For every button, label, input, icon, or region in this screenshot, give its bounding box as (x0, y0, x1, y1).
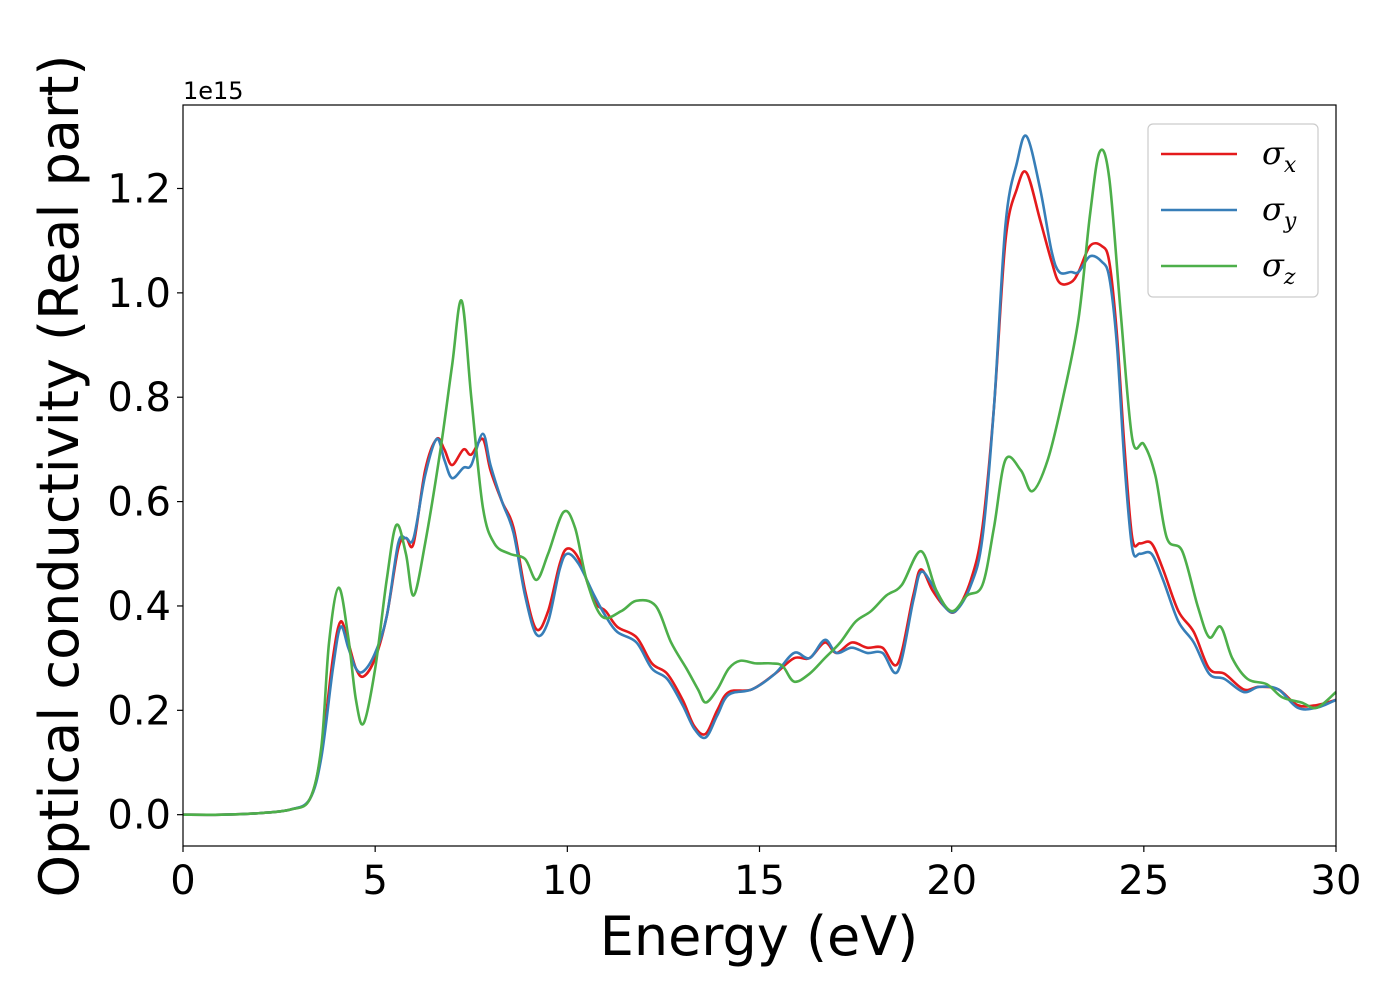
x-tick-label: 5 (362, 858, 387, 904)
series-line-y (182, 134, 1337, 817)
y-offset-text: 1e15 (183, 77, 244, 105)
x-tick-label: 25 (1118, 858, 1169, 904)
series-line-z (182, 148, 1337, 817)
legend: σx σy σz (1147, 123, 1319, 298)
y-axis-title: Optical conductivity (Real part) (28, 55, 91, 898)
legend-label-y: σy (1262, 190, 1297, 234)
x-tick-label: 10 (542, 858, 593, 904)
y-tick-label: 0.8 (107, 375, 171, 421)
y-tick-label: 0.6 (107, 480, 171, 526)
x-tick-label: 0 (170, 858, 195, 904)
x-tick-label: 30 (1311, 858, 1362, 904)
y-tick-label: 1.2 (107, 166, 171, 212)
y-tick-label: 1.0 (107, 271, 171, 317)
y-axis: 0.0 0.2 0.4 0.6 0.8 1.0 1.2 (107, 166, 183, 839)
x-axis: 0 5 10 15 20 25 30 (170, 846, 1361, 904)
legend-label-z: σz (1262, 246, 1296, 290)
x-tick-label: 20 (926, 858, 977, 904)
y-tick-label: 0.4 (107, 584, 171, 630)
series-layer (182, 134, 1337, 817)
x-axis-title: Energy (eV) (600, 905, 919, 968)
y-tick-label: 0.0 (107, 793, 171, 839)
legend-label-x: σx (1262, 134, 1297, 178)
x-tick-label: 15 (734, 858, 785, 904)
y-tick-label: 0.2 (107, 688, 171, 734)
